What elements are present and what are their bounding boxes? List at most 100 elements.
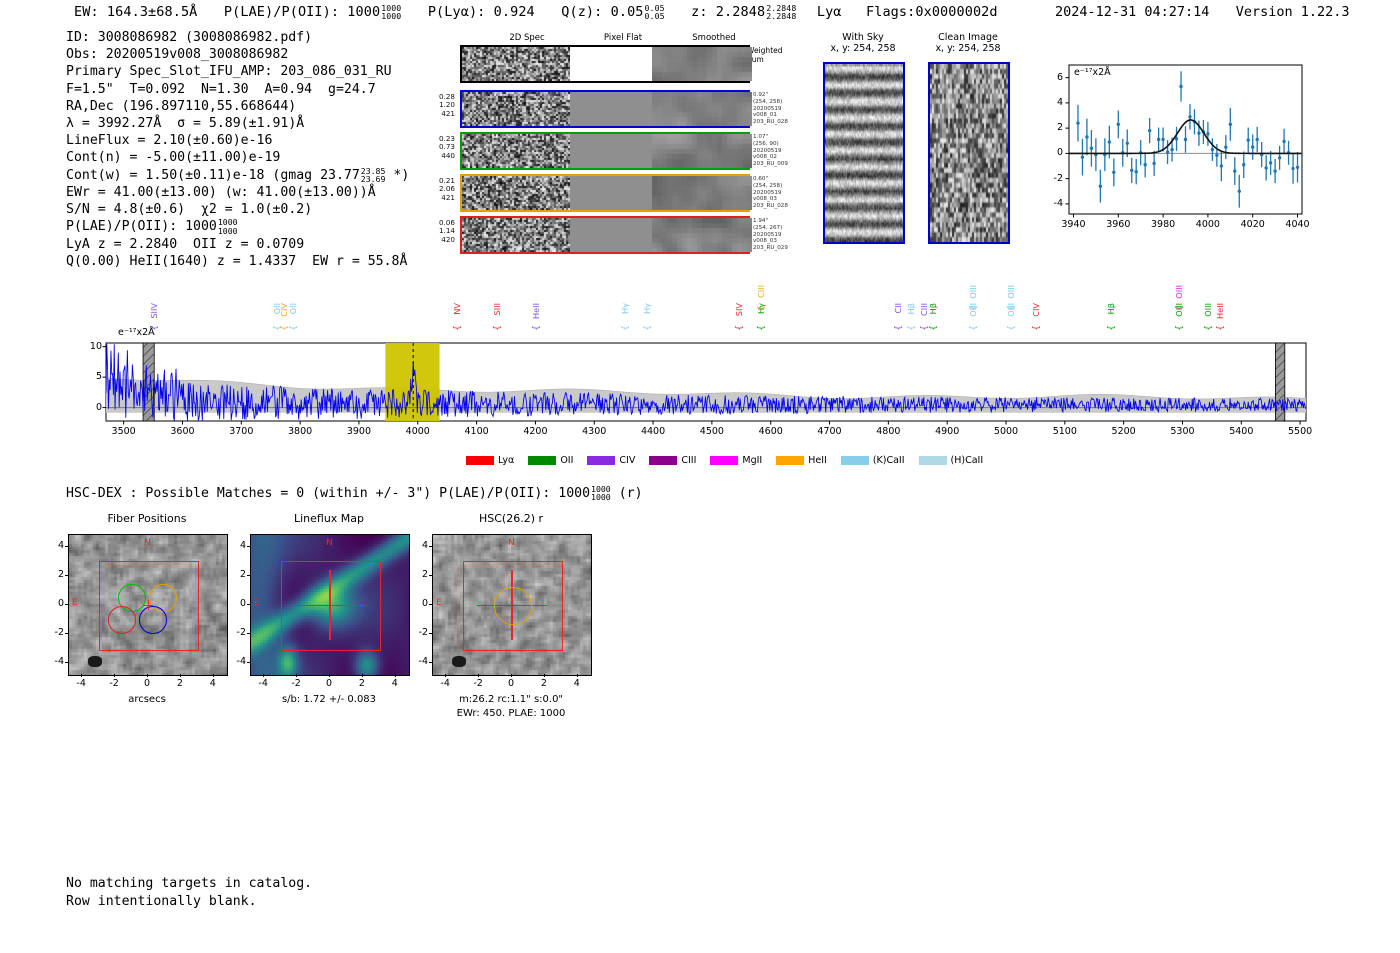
panel-ytick: -4	[54, 656, 64, 668]
info-sn-chi2: S/N = 4.8(±0.6) χ2 = 1.0(±0.2)	[66, 201, 409, 218]
twod-cell-smoothed	[652, 92, 752, 126]
panel-ytick: 4	[239, 539, 246, 551]
panel-ytick: 2	[57, 568, 64, 580]
panel-ytick-mark	[65, 574, 68, 576]
cutout-subtitle: x, y: 254, 258	[935, 43, 1001, 54]
spectrum-xtick: 5000	[993, 426, 1019, 437]
panel-ytick: 0	[421, 598, 428, 609]
twod-title-pixelflat: Pixel Flat	[603, 33, 643, 43]
info-gmag-range: 23.85 23.69	[360, 165, 386, 184]
twod-row-right-labels-1: 0.92" (254, 258) 20200519 v008_01 203_RU_028	[753, 92, 813, 126]
legend-label: OII	[560, 455, 574, 466]
legend-item-Lyα: Lyα	[466, 455, 514, 466]
linefit-ytick: 2	[1056, 122, 1063, 134]
panel-xtick: -4	[440, 678, 450, 689]
panel-xtick: 2	[358, 678, 365, 689]
linefit-xtick: 3960	[1106, 219, 1131, 230]
legend-swatch	[528, 456, 557, 465]
twod-right-val: 203_RU_028	[753, 119, 788, 126]
fiber-circle-3	[139, 606, 167, 634]
linefit-ytick: 6	[1056, 71, 1063, 83]
info-lambda: λ = 3992.27Å	[66, 116, 162, 132]
twod-row-right-labels-3: 0.60" (254, 258) 20200519 v008_03 203_RU_028	[753, 176, 813, 210]
twod-left-val: 0.23	[438, 134, 455, 143]
spectrum-xtick: 5500	[1288, 426, 1313, 437]
twod-row-left-labels-4: 0.06 1.14 420	[425, 218, 455, 244]
panel-xtick-mark	[81, 674, 83, 677]
twod-cell-pixelflat	[570, 134, 652, 168]
spectrum-xtick: 5300	[1170, 426, 1195, 437]
legend-swatch	[840, 456, 869, 465]
panel-xtick: 2	[540, 678, 547, 689]
twod-cell-pixelflat	[570, 176, 652, 210]
spectrum-xtick: 4300	[582, 426, 607, 437]
panel-xtick-mark	[212, 674, 214, 677]
legend-item-(K)CaII: (K)CaII	[840, 455, 905, 466]
legend-label: HeII	[808, 455, 827, 466]
spectrum-xtick: 3700	[229, 426, 254, 437]
spectrum-legend: Lyα OII CIV CIII MgII HeII (K)CaII (H)CaII	[466, 455, 983, 466]
panel-ytick: -2	[418, 627, 428, 639]
legend-label: CIII	[681, 455, 697, 466]
header-summary-line: EW: 164.3±68.5Å P(LAE)/P(OII): 1000 1000 1…	[74, 4, 998, 21]
spectrum-xtick: 5100	[1052, 426, 1077, 437]
panel-ytick-mark	[247, 633, 250, 635]
panel-xtick-mark	[179, 674, 181, 677]
spectrum-xtick: 4000	[405, 426, 430, 437]
emission-line-fit-chart: -4 -2 0 2 4 6 3940 3960 3980 4000 4020 4040 e⁻¹⁷x2Å	[1035, 55, 1310, 240]
spectrum-xtick: 5200	[1111, 426, 1136, 437]
twod-right-val: 203_RU_029	[753, 245, 788, 252]
spectrum-xtick: 4700	[817, 426, 842, 437]
info-seeing-params: F=1.5" T=0.092 N=1.30 A=0.94 g=24.7	[66, 81, 376, 97]
twod-cell-smoothed	[652, 134, 752, 168]
panel-ytick: 4	[57, 539, 64, 551]
panel-xtick-mark	[329, 674, 330, 677]
legend-swatch	[776, 456, 805, 465]
twod-cell-pixelflat	[570, 218, 652, 252]
panel-north-label: N	[508, 538, 515, 548]
panel-xtick-mark	[543, 674, 545, 677]
twod-right-val: 0.92"	[753, 92, 769, 98]
spectrum-xtick: 3600	[170, 426, 195, 437]
hsc-header-text: HSC-DEX : Possible Matches = 0 (within +…	[66, 486, 591, 502]
hsc-header-filter: (r)	[618, 486, 643, 502]
bottom-note: No matching targets in catalog. Row inte…	[66, 876, 313, 909]
info-quality-heii: Q(0.00) HeII(1640) z = 1.4337 EW r = 55.…	[66, 254, 408, 270]
twod-cell-smoothed	[652, 47, 752, 81]
legend-label: (H)CaII	[950, 455, 984, 466]
linefit-ytick: 4	[1056, 96, 1063, 108]
panel-ytick-mark	[247, 604, 250, 605]
panel-caption-2: m:26.2 rc:1.1" s:0.0"	[458, 694, 564, 705]
panel-east-label: E	[254, 598, 260, 608]
panel-xtick: -4	[258, 678, 268, 689]
info-ewr: EWr = 41.00(±13.00) (w: 41.00(±13.00))Å	[66, 185, 376, 201]
twod-right-val: (254, 267)	[753, 224, 783, 231]
info-redshifts: LyA z = 2.2840 OII z = 0.0709	[66, 236, 305, 252]
info-chi2: χ2 = 1.0(±0.2)	[200, 202, 313, 218]
aperture-circle	[493, 586, 533, 626]
panel-ytick-mark	[247, 545, 250, 547]
spectrum-xtick: 3800	[288, 426, 313, 437]
info-lineflux: LineFlux = 2.10(±0.60)e-16	[66, 133, 273, 149]
spectrum-ytick: 10	[89, 340, 102, 352]
panel-xtick: -2	[291, 678, 301, 689]
panel-xtick: 0	[143, 678, 151, 689]
header-version: Version 1.22.3	[1235, 4, 1350, 20]
legend-label: Lyα	[498, 455, 515, 466]
panel-xtick: 4	[209, 678, 216, 689]
info-wavelength-sigma: λ = 3992.27Å σ = 5.89(±1.91)Å	[66, 115, 409, 132]
twod-cell-2dspec	[462, 134, 570, 168]
panel-xtick: 4	[391, 678, 398, 689]
panel-ytick-mark	[65, 545, 68, 547]
hsc-dex-header: HSC-DEX : Possible Matches = 0 (within +…	[66, 485, 643, 502]
twod-right-val: (254, 258)	[753, 98, 783, 105]
linefit-units-label: e⁻¹⁷x2Å	[1074, 67, 1111, 78]
twod-left-val: 1.14	[438, 226, 455, 236]
header-ew: EW: 164.3±68.5Å	[74, 4, 198, 21]
legend-item-CIII: CIII	[649, 455, 696, 466]
legend-swatch	[587, 456, 616, 465]
legend-item-CIV: CIV	[587, 455, 635, 466]
cutout-title: With Sky	[842, 32, 884, 43]
panel-ytick: 4	[421, 539, 428, 551]
panel-center-cross-v	[147, 600, 149, 610]
